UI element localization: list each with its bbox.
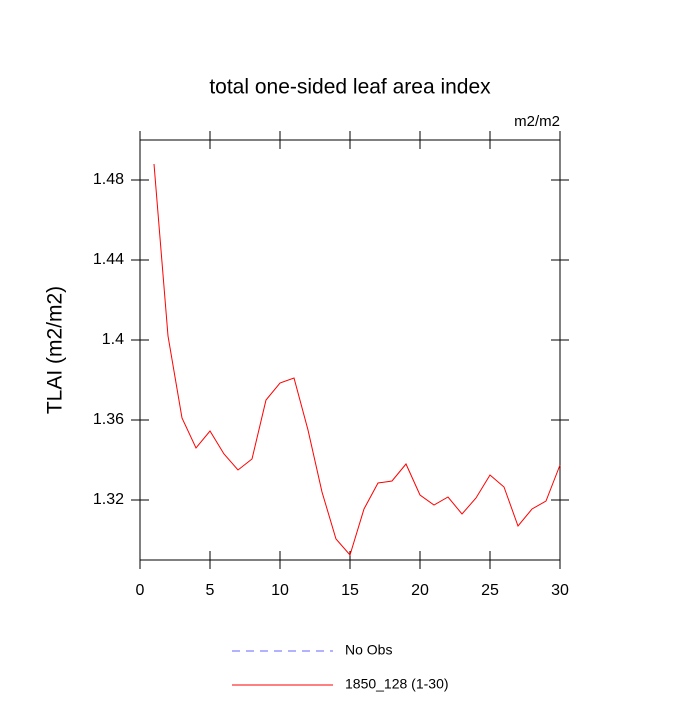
x-tick-label: 0 [136, 582, 145, 599]
plot-frame [139, 139, 561, 561]
line [153, 163, 561, 557]
legend-label: 1850_128 (1-30) [345, 676, 449, 692]
x-tick-label: 25 [481, 582, 499, 599]
y-tick-label: 1.44 [93, 251, 124, 268]
x-tick-label: 10 [271, 582, 289, 599]
y-tick-label: 1.36 [93, 411, 124, 428]
y-tick-label: 1.4 [102, 331, 124, 348]
chart-title: total one-sided leaf area index [209, 76, 491, 99]
x-tick-label: 5 [206, 582, 215, 599]
x-tick-label: 15 [341, 582, 359, 599]
y-tick-label: 1.32 [93, 491, 124, 508]
y-axis-label: TLAI (m2/m2) [44, 286, 67, 414]
units-label: m2/m2 [514, 113, 560, 130]
legend-label: No Obs [345, 642, 392, 658]
x-tick-label: 30 [551, 582, 569, 599]
x-tick-label: 20 [411, 582, 429, 599]
y-tick-label: 1.48 [93, 171, 124, 188]
